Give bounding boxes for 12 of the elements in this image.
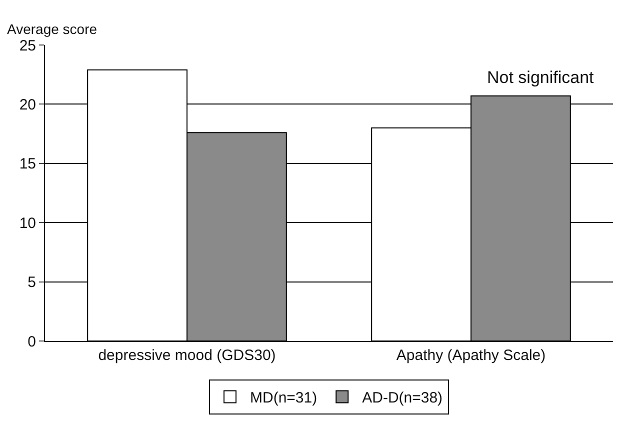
y-tick-label: 25: [19, 37, 36, 54]
y-tick-label: 10: [19, 214, 36, 232]
legend-label: AD-D(n=38): [362, 390, 443, 407]
y-tick-label: 20: [19, 96, 36, 114]
y-tick-label: 5: [28, 274, 36, 292]
x-tick-label: Apathy (Apathy Scale): [396, 347, 546, 364]
x-tick-label: depressive mood (GDS30): [98, 347, 276, 364]
y-axis-title: Average score: [7, 21, 98, 37]
y-tick-label: 0: [28, 333, 36, 350]
y-tick-label: 15: [19, 156, 36, 173]
annotation: Not significant: [487, 68, 594, 87]
legend-label: MD(n=31): [250, 390, 318, 407]
